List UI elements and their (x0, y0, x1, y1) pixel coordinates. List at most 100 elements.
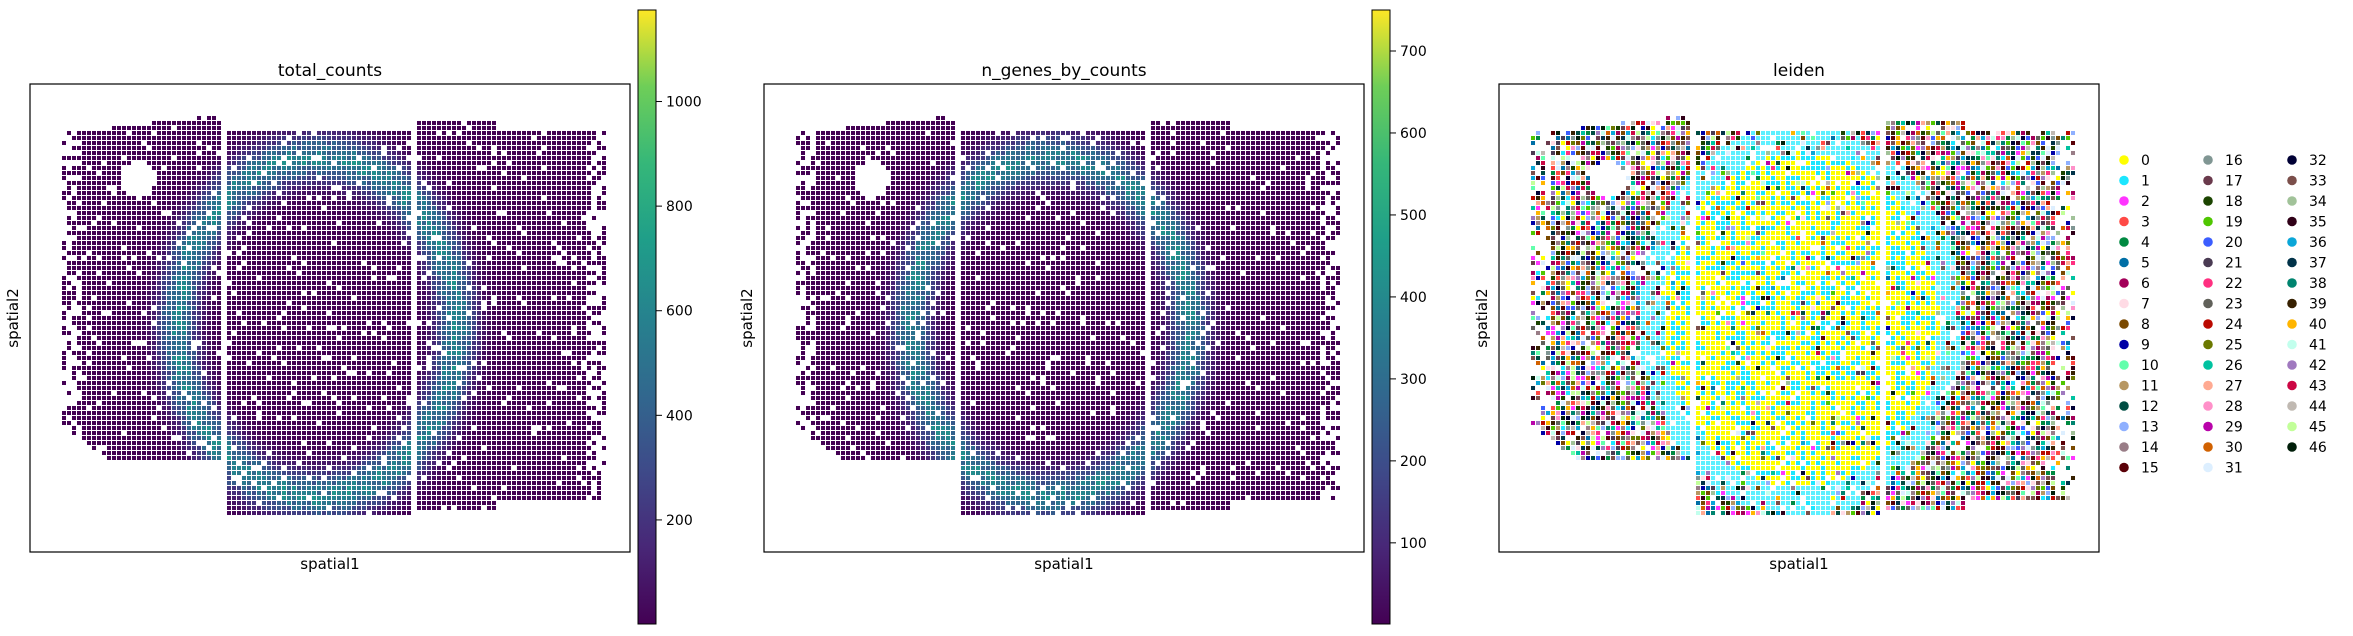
spot (437, 281, 441, 285)
spot (442, 381, 446, 385)
spot (567, 326, 571, 330)
spot (67, 341, 71, 345)
spot (302, 206, 306, 210)
spot (112, 336, 116, 340)
spot (577, 371, 581, 375)
spot (277, 156, 281, 160)
spot (232, 161, 236, 165)
spot (272, 381, 276, 385)
spot (62, 171, 66, 175)
spot (422, 236, 426, 240)
spot (497, 316, 501, 320)
spot (527, 171, 531, 175)
spot (202, 181, 206, 185)
spot (182, 281, 186, 285)
spot (92, 226, 96, 230)
spot (492, 121, 496, 125)
spot (567, 301, 571, 305)
spot (397, 371, 401, 375)
spot (212, 181, 216, 185)
spot (172, 226, 176, 230)
spot (92, 146, 96, 150)
spot (407, 296, 411, 300)
spot (367, 356, 371, 360)
spot (362, 306, 366, 310)
spot (157, 371, 161, 375)
spot (467, 216, 471, 220)
spot (422, 126, 426, 130)
spot (162, 326, 166, 330)
spot (352, 366, 356, 370)
spot (237, 361, 241, 365)
spot (162, 256, 166, 260)
spot (477, 201, 481, 205)
spot (337, 376, 341, 380)
spot (97, 296, 101, 300)
spot (432, 291, 436, 295)
spot (187, 356, 191, 360)
spot (512, 331, 516, 335)
spot (572, 156, 576, 160)
spot (97, 281, 101, 285)
spot (212, 131, 216, 135)
spot (272, 296, 276, 300)
spot (127, 311, 131, 315)
spot (277, 326, 281, 330)
spot (202, 166, 206, 170)
spot (462, 236, 466, 240)
spot (152, 236, 156, 240)
spot (357, 261, 361, 265)
spot (142, 241, 146, 245)
spot (347, 131, 351, 135)
spot (182, 226, 186, 230)
spot (407, 261, 411, 265)
spot (452, 246, 456, 250)
spot (122, 266, 126, 270)
spot (242, 256, 246, 260)
spot (232, 251, 236, 255)
spot (132, 236, 136, 240)
spot (427, 231, 431, 235)
spot (302, 301, 306, 305)
spot (162, 366, 166, 370)
spot (247, 311, 251, 315)
spot (107, 306, 111, 310)
spot (392, 146, 396, 150)
spot (312, 316, 316, 320)
spot (442, 376, 446, 380)
spot (527, 196, 531, 200)
spot (207, 196, 211, 200)
spot (217, 141, 221, 145)
spot (147, 156, 151, 160)
spot (392, 226, 396, 230)
spot (487, 186, 491, 190)
spot (602, 296, 606, 300)
spot (307, 231, 311, 235)
spot (562, 336, 566, 340)
spot (237, 306, 241, 310)
spot (192, 171, 196, 175)
spot (87, 236, 91, 240)
spot (357, 211, 361, 215)
spot (472, 216, 476, 220)
spot (202, 186, 206, 190)
spot (267, 346, 271, 350)
spot (292, 131, 296, 135)
spot (257, 201, 261, 205)
spot (557, 291, 561, 295)
spot (382, 201, 386, 205)
spot (342, 376, 346, 380)
spot (202, 311, 206, 315)
spot (572, 216, 576, 220)
spot (127, 201, 131, 205)
spot (122, 326, 126, 330)
spot (477, 261, 481, 265)
spot (127, 341, 131, 345)
spot (402, 381, 406, 385)
spot (342, 291, 346, 295)
spot (187, 261, 191, 265)
spot (517, 346, 521, 350)
spot (552, 161, 556, 165)
spot (377, 271, 381, 275)
spot (257, 381, 261, 385)
